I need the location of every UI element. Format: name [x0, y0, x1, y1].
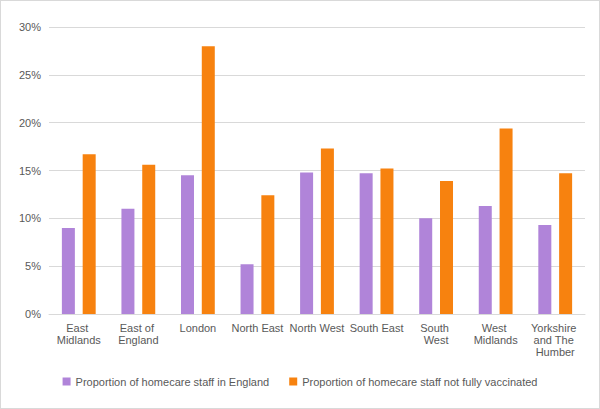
svg-text:0%: 0% [25, 308, 41, 320]
svg-text:Humber: Humber [536, 346, 575, 358]
svg-text:North East: North East [231, 322, 283, 334]
svg-text:West: West [482, 322, 510, 334]
svg-text:Midlands: Midlands [57, 334, 102, 346]
svg-text:Yorkshire: Yorkshire [531, 322, 580, 334]
svg-text:West: West [424, 334, 449, 346]
svg-text:England: England [118, 334, 158, 346]
svg-text:North West: North West [290, 322, 345, 334]
svg-text:5%: 5% [25, 260, 41, 272]
svg-text:Midlands: Midlands [474, 334, 519, 346]
svg-text:South East: South East [350, 322, 404, 334]
svg-text:Proportion of homecare staff i: Proportion of homecare staff in England [76, 376, 270, 388]
svg-text:10%: 10% [19, 212, 41, 224]
svg-text:25%: 25% [19, 69, 41, 81]
svg-text:East: East [66, 322, 91, 334]
svg-text:London: London [180, 322, 217, 334]
svg-text:20%: 20% [19, 117, 41, 129]
svg-text:and The: and The [534, 334, 577, 346]
svg-text:South: South [420, 322, 452, 334]
svg-text:15%: 15% [19, 165, 41, 177]
svg-text:30%: 30% [19, 21, 41, 33]
svg-text:East of: East of [120, 322, 157, 334]
svg-text:Proportion of homecare staff n: Proportion of homecare staff not fully v… [302, 376, 537, 388]
